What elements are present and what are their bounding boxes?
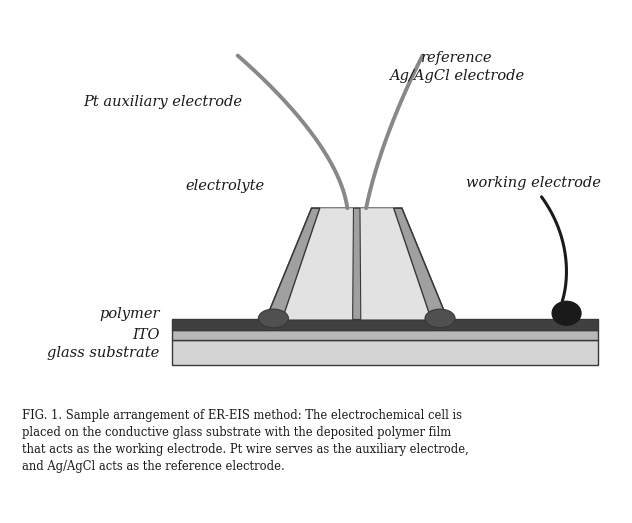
- Polygon shape: [266, 208, 447, 320]
- Ellipse shape: [258, 309, 288, 328]
- Text: glass substrate: glass substrate: [47, 346, 159, 360]
- Text: Pt auxiliary electrode: Pt auxiliary electrode: [83, 95, 242, 109]
- Circle shape: [552, 301, 581, 325]
- Polygon shape: [281, 208, 432, 320]
- Text: working electrode: working electrode: [466, 176, 601, 190]
- Bar: [172, 330, 598, 340]
- Bar: [172, 340, 598, 365]
- Bar: [172, 320, 598, 330]
- Polygon shape: [394, 208, 447, 320]
- Text: FIG. 1. Sample arrangement of ER-EIS method: The electrochemical cell is
placed : FIG. 1. Sample arrangement of ER-EIS met…: [21, 409, 468, 473]
- Text: ITO: ITO: [132, 328, 159, 342]
- Text: polymer: polymer: [99, 308, 159, 321]
- Text: electrolyte: electrolyte: [186, 179, 265, 194]
- Polygon shape: [266, 208, 320, 320]
- Text: reference
Ag/AgCl electrode: reference Ag/AgCl electrode: [389, 51, 525, 83]
- Polygon shape: [353, 208, 361, 320]
- Ellipse shape: [425, 309, 455, 328]
